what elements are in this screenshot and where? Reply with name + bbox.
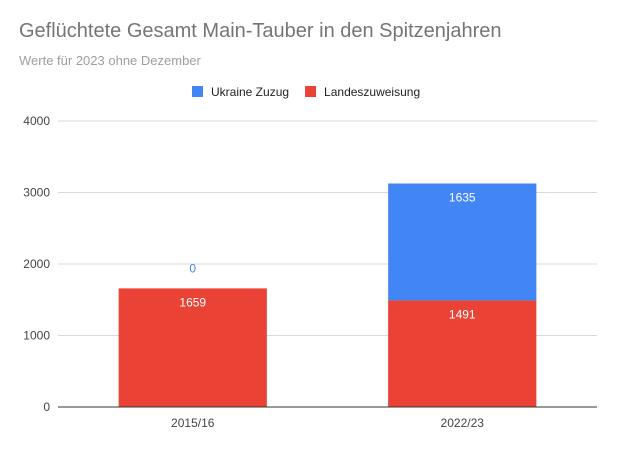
legend: Ukraine Zuzug Landeszuweisung [192,85,420,99]
y-tick-label: 3000 [23,186,50,200]
bar-ukraine-zuzug [388,183,537,301]
y-tick-label: 1000 [23,329,50,343]
bar-landeszuweisung [118,288,267,407]
chart-subtitle: Werte für 2023 ohne Dezember [19,53,201,68]
bar-landeszuweisung [388,300,537,407]
data-label: 1491 [449,307,476,321]
bars: 1659 0 1491 1635 [118,183,537,407]
y-tick-label: 0 [43,400,50,414]
data-label: 0 [189,261,196,275]
data-label: 1635 [449,190,476,204]
x-tick-label: 2022/23 [441,416,485,430]
x-tick-label: 2015/16 [171,416,215,430]
y-axis: 0 1000 2000 3000 4000 [23,114,50,414]
legend-swatch [305,86,317,97]
legend-label: Landeszuweisung [324,85,420,99]
y-tick-label: 2000 [23,257,50,271]
x-axis: 2015/16 2022/23 [58,406,597,430]
chart-title: Geflüchtete Gesamt Main-Tauber in den Sp… [19,20,502,42]
y-tick-label: 4000 [23,114,50,128]
data-label: 1659 [179,295,206,309]
legend-label: Ukraine Zuzug [211,85,289,99]
legend-swatch [192,86,203,97]
